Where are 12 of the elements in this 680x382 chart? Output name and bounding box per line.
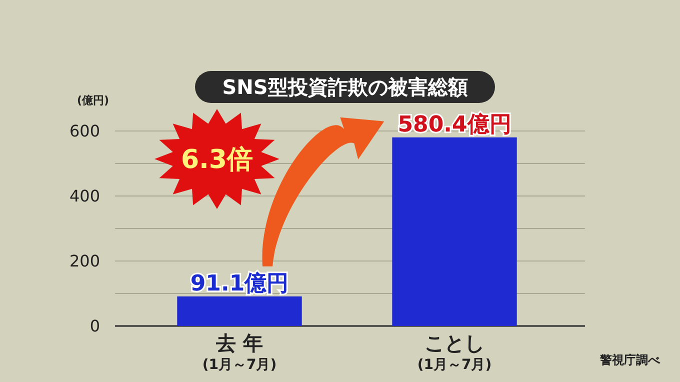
y-tick-label: 600	[69, 122, 100, 141]
annotation: 6.3倍	[180, 145, 254, 176]
y-tick-label: 0	[90, 316, 100, 336]
y-axis-title: (億円)	[76, 94, 110, 107]
data-label: 580.4億円	[398, 112, 512, 138]
x-tick-label: ことし (1月～7月)	[417, 331, 492, 373]
x-tick-label: 去 年 (1月～7月)	[202, 331, 277, 373]
y-tick-label: 400	[69, 186, 100, 206]
text: 警視庁調べ	[599, 353, 661, 367]
data-label: 91.1億円	[190, 271, 289, 296]
chart-title: SNS型投資詐欺の被害総額	[222, 75, 468, 99]
y-tick-label: 200	[69, 252, 100, 271]
